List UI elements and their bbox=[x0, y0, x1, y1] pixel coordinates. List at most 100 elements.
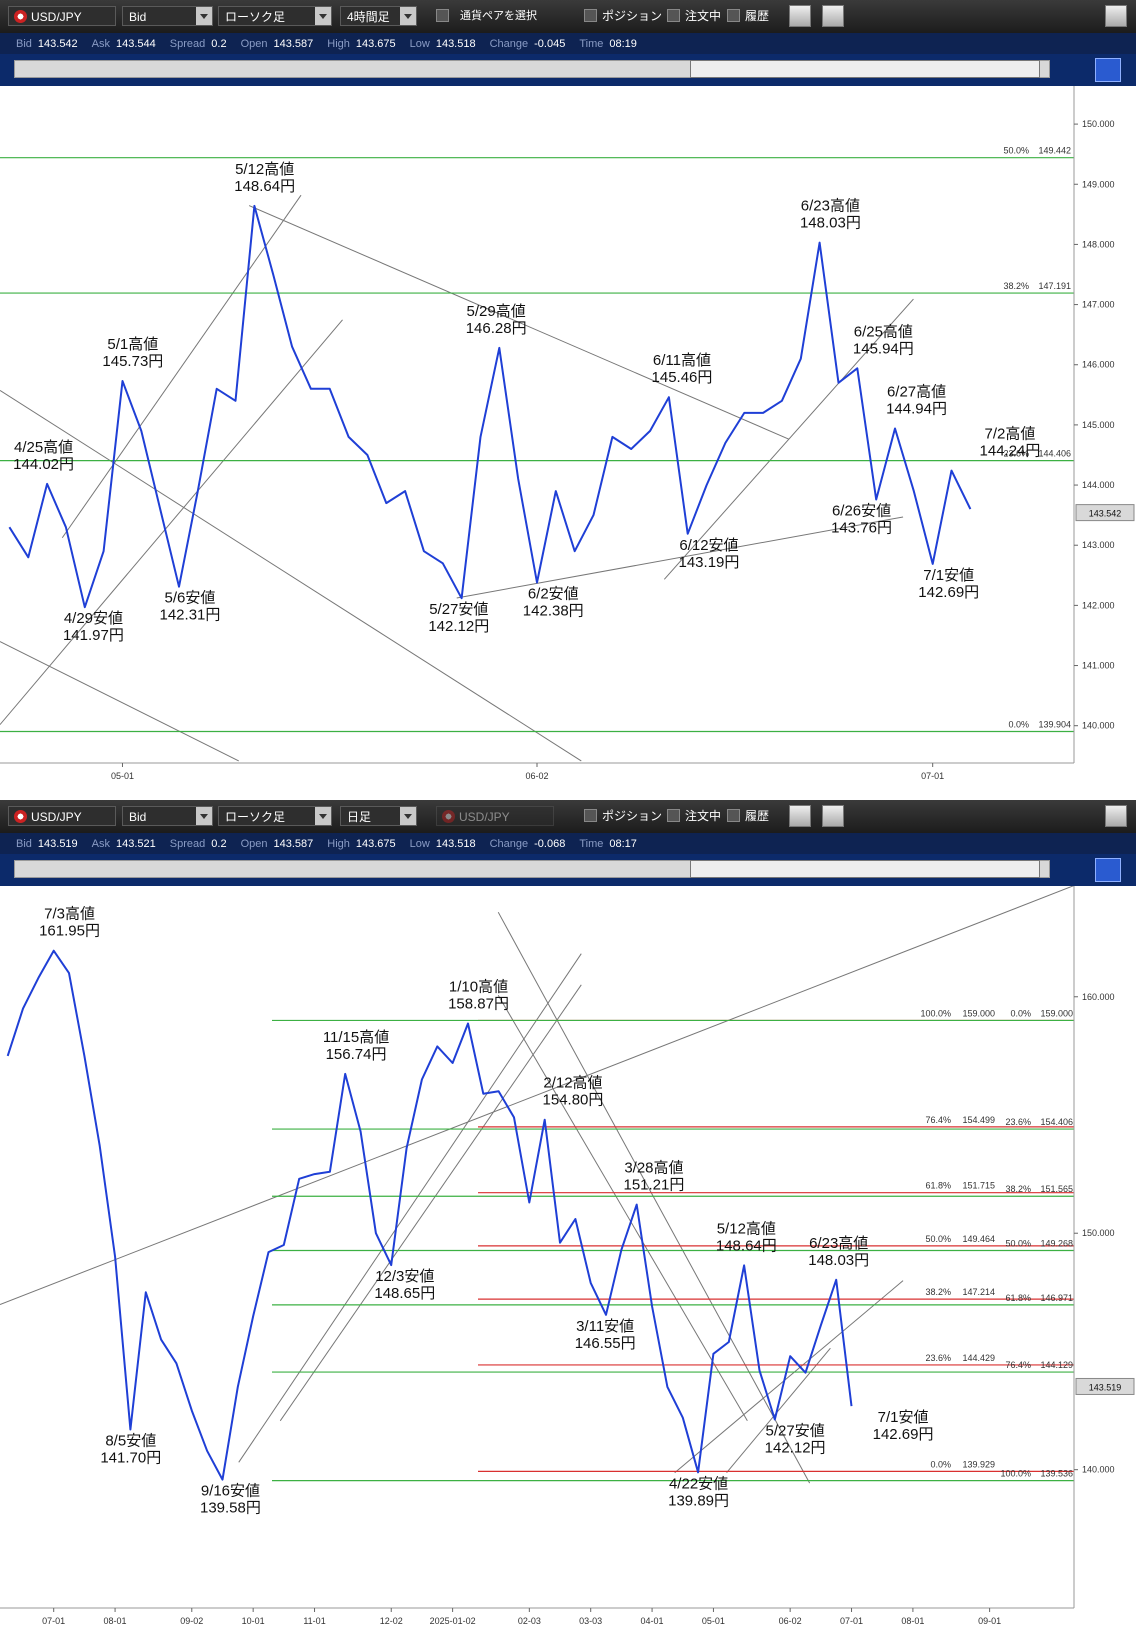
annotation-label: 7/2高値 bbox=[985, 426, 1036, 443]
checkbox-label: 履歴 bbox=[745, 809, 770, 823]
fib-label: 38.2% bbox=[1005, 1184, 1031, 1194]
expand-button[interactable] bbox=[1095, 858, 1121, 882]
dropdown-arrow bbox=[400, 807, 416, 825]
dropdown[interactable]: ローソク足 bbox=[218, 6, 332, 26]
annotation-price: 144.02円 bbox=[13, 456, 74, 473]
plot-area bbox=[0, 86, 1074, 800]
checkbox[interactable] bbox=[584, 9, 597, 22]
price-axis bbox=[1074, 886, 1136, 1628]
quote-value: 143.675 bbox=[355, 837, 396, 850]
quote-value: 143.587 bbox=[273, 37, 314, 50]
fib-value: 139.904 bbox=[1038, 719, 1071, 729]
second-pair[interactable]: USD/JPY bbox=[436, 806, 554, 826]
quote-value: 0.2 bbox=[211, 37, 227, 50]
toolbar-button[interactable] bbox=[822, 5, 844, 27]
annotation-price: 148.03円 bbox=[800, 215, 861, 232]
chart-panel: USD/JPY Bid ローソク足 4時間足 通貨ペアを選択 ポジション 注文中 履歴 Bid 1… bbox=[0, 0, 1136, 800]
annotation-price: 161.95円 bbox=[39, 923, 100, 940]
quote-label: Low bbox=[409, 37, 430, 50]
x-tick-label: 05-01 bbox=[111, 771, 134, 781]
y-tick-label: 147.000 bbox=[1082, 300, 1115, 310]
fib-value: 146.971 bbox=[1040, 1293, 1073, 1303]
checkbox[interactable] bbox=[667, 9, 680, 22]
annotation-label: 7/1安値 bbox=[878, 1409, 929, 1426]
checkbox[interactable] bbox=[584, 809, 597, 822]
trend-line bbox=[279, 984, 582, 1422]
trend-line bbox=[497, 911, 811, 1484]
quote-label: Change bbox=[489, 837, 529, 850]
toolbar-button[interactable] bbox=[1105, 805, 1127, 827]
pair-label: USD/JPY bbox=[31, 10, 82, 24]
fib-label: 0.0% bbox=[930, 1459, 951, 1469]
dropdown[interactable]: Bid bbox=[122, 806, 213, 826]
y-tick-label: 145.000 bbox=[1082, 420, 1115, 430]
annotation-label: 6/12安値 bbox=[679, 537, 738, 554]
annotation-label: 5/6安値 bbox=[165, 590, 216, 607]
y-tick-label: 143.000 bbox=[1082, 540, 1115, 550]
quote-label: High bbox=[327, 37, 350, 50]
y-tick-label: 150.000 bbox=[1082, 1228, 1115, 1238]
price-line bbox=[6, 949, 853, 1481]
trend-line bbox=[0, 319, 343, 725]
annotation-price: 139.58円 bbox=[200, 1500, 261, 1517]
dropdown-label: ローソク足 bbox=[225, 810, 286, 824]
navigator bbox=[0, 854, 1136, 886]
x-tick-label: 07-01 bbox=[921, 771, 944, 781]
current-price-box bbox=[1075, 504, 1135, 522]
annotation-label: 5/27安値 bbox=[429, 601, 488, 618]
checkbox[interactable] bbox=[727, 9, 740, 22]
trend-line bbox=[61, 194, 302, 539]
fib-label: 0.0% bbox=[1010, 1008, 1031, 1018]
quote-label: Spread bbox=[169, 837, 206, 850]
x-tick-label: 03-03 bbox=[579, 1616, 602, 1626]
fib-label: 23.6% bbox=[925, 1353, 951, 1363]
x-tick-label: 05-01 bbox=[702, 1616, 725, 1626]
toolbar-button[interactable] bbox=[1105, 5, 1127, 27]
dropdown[interactable]: 日足 bbox=[340, 806, 417, 826]
annotation-price: 158.87円 bbox=[448, 995, 509, 1012]
fib-label: 0.0% bbox=[1008, 719, 1029, 729]
expand-button[interactable] bbox=[1095, 58, 1121, 82]
y-tick-label: 150.000 bbox=[1082, 119, 1115, 129]
fib-value: 149.268 bbox=[1040, 1239, 1073, 1249]
fib-value: 159.000 bbox=[962, 1008, 995, 1018]
quote-label: Bid bbox=[16, 837, 32, 850]
fib-label: 76.4% bbox=[925, 1115, 951, 1125]
fib-label: 50.0% bbox=[1003, 146, 1029, 156]
navigator-thumb[interactable] bbox=[690, 60, 1040, 78]
annotation-price: 144.94円 bbox=[886, 401, 947, 418]
dropdown[interactable]: 4時間足 bbox=[340, 6, 417, 26]
checkbox[interactable] bbox=[667, 809, 680, 822]
annotation-label: 11/15高値 bbox=[323, 1029, 389, 1046]
dropdown-label: ローソク足 bbox=[225, 10, 286, 24]
fib-label: 50.0% bbox=[925, 1234, 951, 1244]
dropdown-label: 日足 bbox=[347, 810, 372, 824]
x-tick-label: 11-01 bbox=[303, 1616, 325, 1626]
dropdown[interactable]: Bid bbox=[122, 6, 213, 26]
y-tick-label: 141.000 bbox=[1082, 661, 1115, 671]
toolbar-button[interactable] bbox=[789, 5, 811, 27]
navigator-thumb[interactable] bbox=[690, 860, 1040, 878]
toolbar-button[interactable] bbox=[789, 805, 811, 827]
toolbar: USD/JPY Bid ローソク足 4時間足 通貨ペアを選択 ポジション 注文中 履歴 bbox=[0, 0, 1136, 33]
quote-value: 143.519 bbox=[37, 837, 78, 850]
pair-selector[interactable]: USD/JPY bbox=[8, 806, 116, 826]
dropdown[interactable]: ローソク足 bbox=[218, 806, 332, 826]
trend-line bbox=[0, 886, 1075, 1306]
annotation-price: 142.69円 bbox=[873, 1426, 934, 1443]
y-tick-label: 149.000 bbox=[1082, 179, 1115, 189]
annotation-price: 151.21円 bbox=[623, 1177, 684, 1194]
annotation-price: 148.03円 bbox=[808, 1252, 869, 1269]
quote-label: Low bbox=[409, 837, 430, 850]
trend-line bbox=[674, 1280, 904, 1474]
pair-selector[interactable]: USD/JPY bbox=[8, 6, 116, 26]
fib-label: 50.0% bbox=[1005, 1239, 1031, 1249]
flag-icon bbox=[14, 810, 27, 823]
toolbar-button[interactable] bbox=[822, 805, 844, 827]
checkbox[interactable] bbox=[436, 9, 449, 22]
x-tick-label: 08-01 bbox=[104, 1616, 127, 1626]
checkbox[interactable] bbox=[727, 809, 740, 822]
x-tick-label: 10-01 bbox=[242, 1616, 265, 1626]
annotation-label: 6/26安値 bbox=[832, 502, 891, 519]
dropdown-arrow bbox=[196, 807, 212, 825]
